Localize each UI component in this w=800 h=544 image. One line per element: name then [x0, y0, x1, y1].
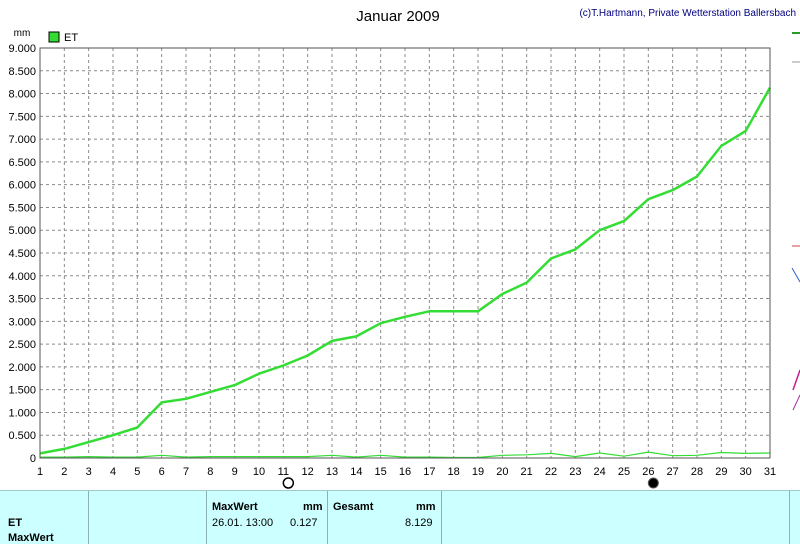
panel-separator [327, 491, 328, 544]
y-tick-label: 5.500 [8, 202, 36, 214]
y-tick-label: 3.000 [8, 316, 36, 328]
gesamt-value: 8.129 [405, 517, 433, 529]
panel-separator [206, 491, 207, 544]
x-tick-label: 23 [569, 466, 581, 478]
right-edge-line-purple [792, 394, 800, 411]
x-tick-label: 19 [472, 466, 484, 478]
y-tick-label: 5.000 [8, 225, 36, 237]
y-tick-label: 3.500 [8, 294, 36, 306]
y-tick-label: 8.500 [8, 66, 36, 78]
day-markers [282, 477, 659, 489]
x-tick-label: 16 [399, 466, 411, 478]
right-edge-strip [791, 32, 800, 411]
maxwert-date: 26.01. 13:00 [212, 517, 274, 529]
right-edge-line-blue [791, 267, 800, 283]
y-tick-label: 4.500 [8, 248, 36, 260]
legend-swatch [48, 31, 60, 43]
x-tick-label: 14 [350, 466, 362, 478]
credit-text: (c)T.Hartmann, Private Wetterstation Bal… [579, 8, 796, 19]
x-tick-label: 6 [159, 466, 165, 478]
maxwert-unit: mm [303, 501, 323, 513]
maxwert-header: MaxWert [212, 501, 258, 513]
x-tick-label: 12 [302, 466, 314, 478]
plot-frame [39, 47, 771, 459]
filled-circle-icon [647, 477, 659, 489]
chart-title: Januar 2009 [356, 8, 439, 25]
x-tick-label: 22 [545, 466, 557, 478]
legend-label-et: ET [64, 32, 78, 44]
y-tick-label: 7.500 [8, 111, 36, 123]
y-unit-label: mm [14, 28, 31, 39]
y-tick-label: 7.000 [8, 134, 36, 146]
gesamt-header: Gesamt [333, 501, 374, 513]
x-tick-label: 18 [448, 466, 460, 478]
x-tick-label: 8 [207, 466, 213, 478]
x-tick-label: 9 [232, 466, 238, 478]
x-tick-label: 25 [618, 466, 630, 478]
x-tick-label: 15 [375, 466, 387, 478]
y-tick-label: 4.000 [8, 271, 36, 283]
series-lines [39, 86, 772, 459]
panel-separator [789, 491, 790, 544]
x-tick-label: 13 [326, 466, 338, 478]
info-panel: ET MaxWert MaxWert mm 26.01. 13:00 0.127… [0, 490, 800, 544]
x-tick-label: 31 [764, 466, 776, 478]
x-tick-label: 30 [740, 466, 752, 478]
x-tick-label: 20 [496, 466, 508, 478]
y-tick-label: 6.000 [8, 180, 36, 192]
x-tick-label: 4 [110, 466, 116, 478]
chart: Januar 2009 (c)T.Hartmann, Private Wette… [8, 8, 800, 489]
x-tick-label: 11 [278, 466, 289, 478]
x-tick-labels: 1 2 3 4 5 6 7 8 9 10 11 12 13 14 15 16 17 18 19 20 21 22 23 24 2… [37, 466, 776, 478]
x-tick-label: 5 [134, 466, 140, 478]
x-tick-label: 17 [423, 466, 435, 478]
y-tick-label: 1.000 [8, 407, 36, 419]
y-tick-label: 0 [30, 453, 36, 465]
grid [40, 48, 770, 458]
y-tick-label: 2.000 [8, 362, 36, 374]
series-line-et [39, 86, 772, 455]
panel-separator [88, 491, 89, 544]
x-tick-label: 26 [642, 466, 654, 478]
x-tick-label: 3 [86, 466, 92, 478]
x-tick-label: 28 [691, 466, 703, 478]
y-tick-label: 0.500 [8, 430, 36, 442]
x-tick-label: 27 [667, 466, 679, 478]
y-tick-label: 2.500 [8, 339, 36, 351]
open-circle-icon [282, 477, 295, 489]
maxwert-value: 0.127 [290, 517, 318, 529]
x-tick-label: 2 [61, 466, 67, 478]
y-tick-labels: 0 0.500 1.000 1.500 2.000 2.500 3.000 3.500 4.00… [8, 43, 36, 465]
legend: ET [48, 31, 78, 44]
y-tick-label: 8.000 [8, 89, 36, 101]
gesamt-unit: mm [416, 501, 436, 513]
y-tick-label: 1.500 [8, 385, 36, 397]
y-tick-label: 6.500 [8, 157, 36, 169]
panel-separator [441, 491, 442, 544]
x-tick-label: 29 [715, 466, 727, 478]
x-tick-label: 10 [253, 466, 265, 478]
x-tick-label: 21 [521, 466, 533, 478]
row-label-et: ET [8, 517, 23, 529]
x-tick-label: 24 [594, 466, 606, 478]
row-label-maxwert: MaxWert [8, 532, 54, 544]
x-tick-label: 1 [37, 466, 43, 478]
x-tick-label: 7 [183, 466, 189, 478]
right-edge-line-magenta [792, 369, 800, 391]
y-tick-label: 9.000 [8, 43, 36, 55]
series-line-secondary [40, 451, 771, 459]
